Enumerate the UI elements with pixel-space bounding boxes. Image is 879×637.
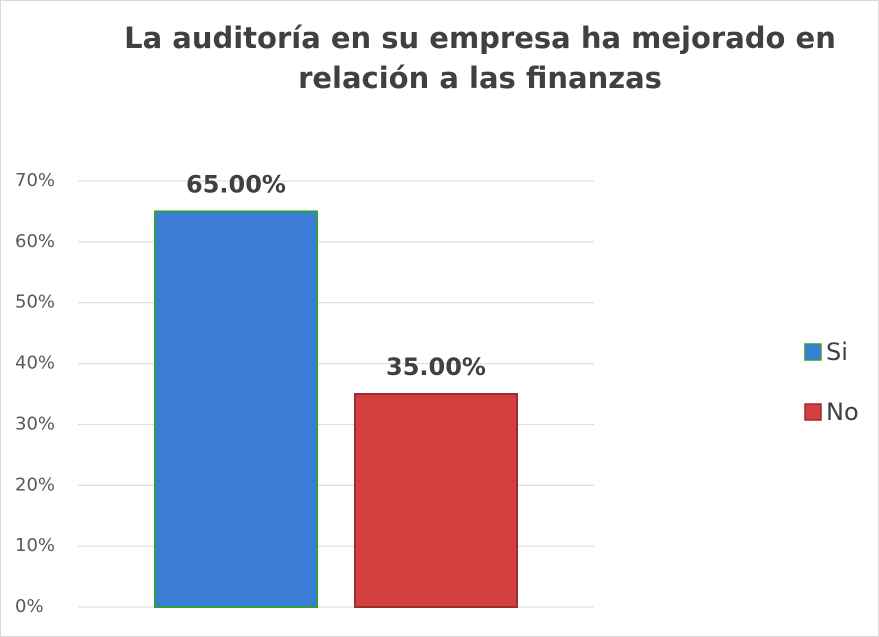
y-tick-label: 70% bbox=[15, 170, 55, 191]
legend-swatch bbox=[804, 403, 822, 421]
data-label: 65.00% bbox=[186, 170, 286, 198]
legend-label: Si bbox=[826, 338, 848, 366]
y-tick-label: 50% bbox=[15, 292, 55, 313]
y-tick-label: 40% bbox=[15, 353, 55, 374]
y-tick-label: 10% bbox=[15, 535, 55, 556]
bar bbox=[354, 393, 518, 608]
bar bbox=[154, 210, 318, 609]
y-tick-label: 0% bbox=[15, 596, 44, 617]
legend-swatch bbox=[804, 343, 822, 361]
chart-title: La auditoría en su empresa ha mejorado e… bbox=[124, 21, 836, 95]
y-tick-label: 60% bbox=[15, 231, 55, 252]
data-label: 35.00% bbox=[386, 353, 486, 381]
y-tick-label: 20% bbox=[15, 474, 55, 495]
legend-label: No bbox=[826, 398, 859, 426]
y-tick-label: 30% bbox=[15, 413, 55, 434]
